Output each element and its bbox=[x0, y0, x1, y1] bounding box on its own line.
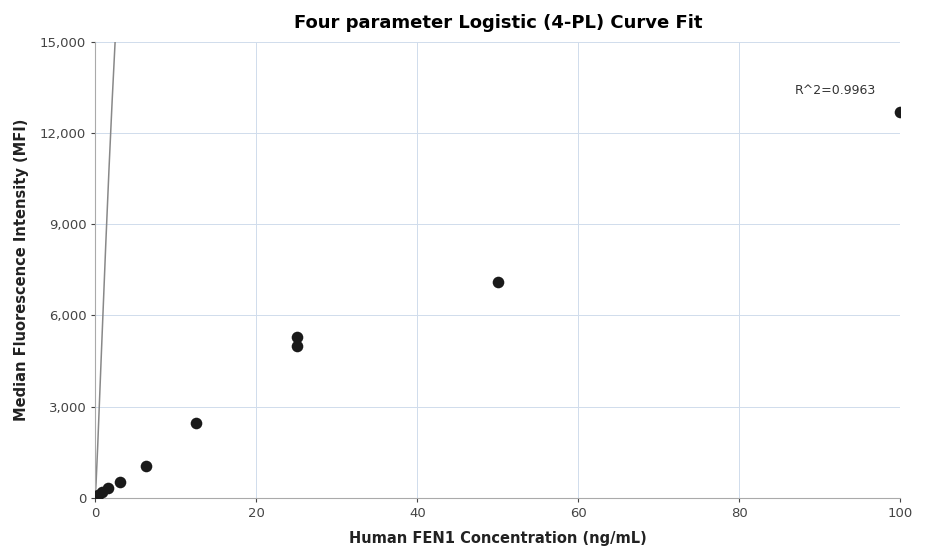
Point bbox=[893, 108, 908, 116]
Point bbox=[490, 278, 505, 287]
Point bbox=[289, 332, 304, 341]
X-axis label: Human FEN1 Concentration (ng/mL): Human FEN1 Concentration (ng/mL) bbox=[349, 531, 647, 546]
Point bbox=[100, 484, 115, 493]
Point bbox=[289, 342, 304, 351]
Text: R^2=0.9963: R^2=0.9963 bbox=[795, 85, 876, 97]
Point bbox=[188, 419, 203, 428]
Point bbox=[95, 488, 109, 497]
Point bbox=[113, 477, 128, 486]
Title: Four parameter Logistic (4-PL) Curve Fit: Four parameter Logistic (4-PL) Curve Fit bbox=[294, 14, 702, 32]
Point bbox=[138, 461, 153, 470]
Point bbox=[91, 491, 106, 500]
Y-axis label: Median Fluorescence Intensity (MFI): Median Fluorescence Intensity (MFI) bbox=[14, 119, 29, 421]
